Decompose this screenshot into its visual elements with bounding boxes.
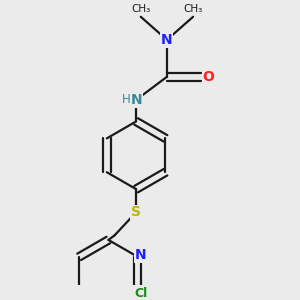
- Text: CH₃: CH₃: [184, 4, 203, 14]
- Text: O: O: [202, 70, 214, 84]
- Text: N: N: [161, 33, 173, 47]
- Text: CH₃: CH₃: [131, 4, 150, 14]
- Text: S: S: [131, 205, 141, 219]
- Text: N: N: [135, 248, 147, 262]
- Text: Cl: Cl: [134, 287, 148, 300]
- Text: H: H: [122, 93, 130, 106]
- Text: N: N: [130, 93, 142, 107]
